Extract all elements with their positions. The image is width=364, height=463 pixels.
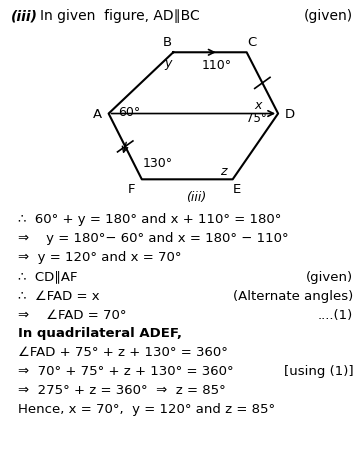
Text: ⇒  70° + 75° + z + 130° = 360°: ⇒ 70° + 75° + z + 130° = 360°: [18, 365, 233, 378]
Text: (given): (given): [306, 270, 353, 283]
Text: E: E: [233, 183, 241, 196]
Text: (iii): (iii): [186, 191, 206, 204]
Text: ∠FAD + 75° + z + 130° = 360°: ∠FAD + 75° + z + 130° = 360°: [18, 346, 228, 359]
Text: C: C: [247, 36, 257, 49]
Text: z: z: [220, 165, 226, 178]
Text: ⇒  275° + z = 360°  ⇒  z = 85°: ⇒ 275° + z = 360° ⇒ z = 85°: [18, 384, 226, 397]
Text: ∴  60° + y = 180° and x + 110° = 180°: ∴ 60° + y = 180° and x + 110° = 180°: [18, 213, 281, 226]
Text: x: x: [254, 99, 262, 112]
Text: (given): (given): [304, 9, 353, 23]
Text: 110°: 110°: [202, 59, 232, 72]
Text: 60°: 60°: [118, 106, 140, 119]
Text: ⇒    ∠FAD = 70°: ⇒ ∠FAD = 70°: [18, 309, 126, 322]
Text: D: D: [285, 108, 295, 121]
Text: 130°: 130°: [142, 157, 173, 170]
Text: ⇒  y = 120° and x = 70°: ⇒ y = 120° and x = 70°: [18, 251, 181, 264]
Text: [using (1)]: [using (1)]: [284, 365, 353, 378]
Text: A: A: [93, 108, 102, 121]
Text: ∴  CD∥AF: ∴ CD∥AF: [18, 270, 77, 283]
Text: ⇒    y = 180°− 60° and x = 180° − 110°: ⇒ y = 180°− 60° and x = 180° − 110°: [18, 232, 288, 245]
Text: ∴  ∠FAD = x: ∴ ∠FAD = x: [18, 289, 99, 303]
Text: (Alternate angles): (Alternate angles): [233, 289, 353, 303]
Text: In quadrilateral ADEF,: In quadrilateral ADEF,: [18, 327, 182, 340]
Text: Hence, x = 70°,  y = 120° and z = 85°: Hence, x = 70°, y = 120° and z = 85°: [18, 403, 275, 416]
Text: 75°: 75°: [246, 113, 266, 125]
Text: F: F: [127, 183, 135, 196]
Text: B: B: [163, 36, 172, 49]
Text: y: y: [164, 57, 172, 70]
Text: (iii): (iii): [11, 9, 38, 23]
Text: ....(1): ....(1): [318, 309, 353, 322]
Text: In given  figure, AD∥BC: In given figure, AD∥BC: [40, 9, 200, 23]
